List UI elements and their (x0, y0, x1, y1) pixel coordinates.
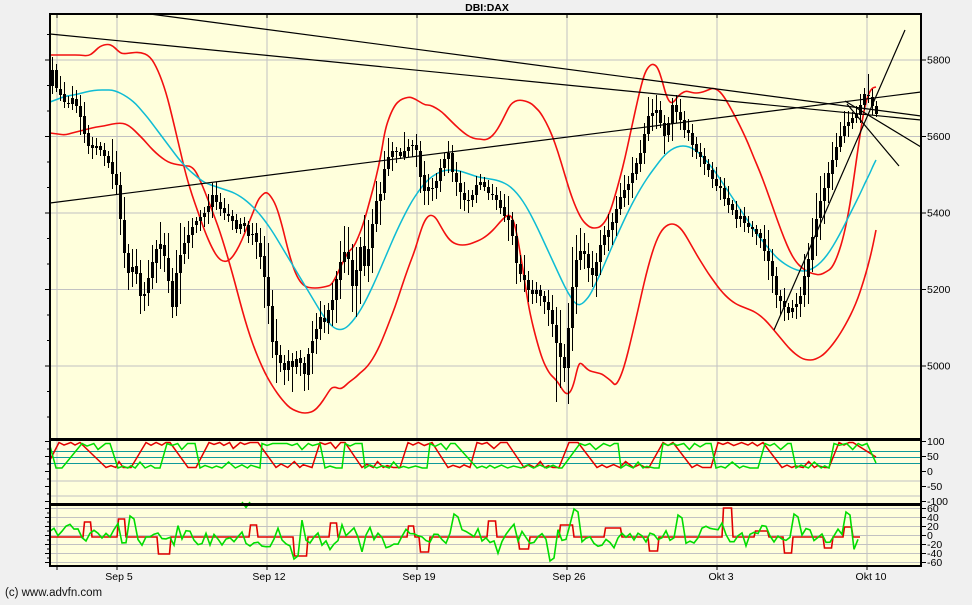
svg-text:Sep 19: Sep 19 (402, 571, 435, 583)
svg-text:0: 0 (927, 466, 933, 478)
svg-text:DBI:DAX: DBI:DAX (465, 2, 509, 14)
svg-text:20: 20 (927, 521, 939, 533)
svg-text:-40: -40 (927, 548, 942, 560)
svg-text:(c) www.advfn.com: (c) www.advfn.com (5, 587, 102, 599)
svg-text:5200: 5200 (927, 284, 951, 296)
svg-text:Sep 26: Sep 26 (552, 571, 585, 583)
svg-text:5600: 5600 (927, 131, 951, 143)
svg-text:50: 50 (927, 451, 939, 463)
svg-text:-50: -50 (927, 481, 942, 493)
svg-text:60: 60 (927, 503, 939, 515)
svg-text:-100: -100 (927, 496, 948, 508)
svg-text:100: 100 (927, 436, 945, 448)
svg-text:Sep 12: Sep 12 (252, 571, 285, 583)
svg-text:-60: -60 (927, 557, 942, 569)
svg-text:Okt 3: Okt 3 (708, 571, 733, 583)
svg-text:Okt 10: Okt 10 (856, 571, 887, 583)
svg-text:5800: 5800 (927, 55, 951, 67)
svg-text:5000: 5000 (927, 361, 951, 373)
svg-text:-20: -20 (927, 539, 942, 551)
svg-text:Sep 5: Sep 5 (105, 571, 133, 583)
svg-text:5400: 5400 (927, 208, 951, 220)
svg-text:0: 0 (927, 530, 933, 542)
svg-text:40: 40 (927, 512, 939, 524)
